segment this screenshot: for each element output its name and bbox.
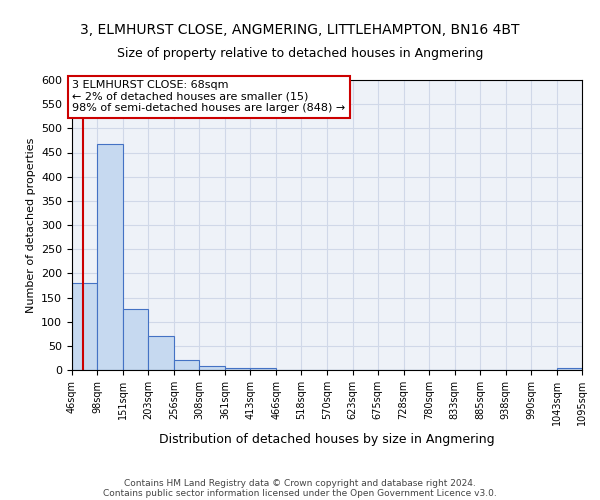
- Bar: [557, 368, 582, 370]
- Bar: [225, 368, 250, 370]
- Text: 3, ELMHURST CLOSE, ANGMERING, LITTLEHAMPTON, BN16 4BT: 3, ELMHURST CLOSE, ANGMERING, LITTLEHAMP…: [80, 22, 520, 36]
- X-axis label: Distribution of detached houses by size in Angmering: Distribution of detached houses by size …: [159, 434, 495, 446]
- Y-axis label: Number of detached properties: Number of detached properties: [26, 138, 35, 312]
- Bar: [250, 368, 276, 370]
- Bar: [199, 366, 225, 370]
- Bar: [174, 360, 199, 370]
- Text: Size of property relative to detached houses in Angmering: Size of property relative to detached ho…: [117, 48, 483, 60]
- Text: Contains HM Land Registry data © Crown copyright and database right 2024.: Contains HM Land Registry data © Crown c…: [124, 478, 476, 488]
- Bar: [97, 144, 123, 370]
- Text: Contains public sector information licensed under the Open Government Licence v3: Contains public sector information licen…: [103, 488, 497, 498]
- Text: 3 ELMHURST CLOSE: 68sqm
← 2% of detached houses are smaller (15)
98% of semi-det: 3 ELMHURST CLOSE: 68sqm ← 2% of detached…: [72, 80, 345, 113]
- Bar: [148, 336, 174, 370]
- Bar: [72, 283, 97, 370]
- Bar: [123, 308, 148, 370]
